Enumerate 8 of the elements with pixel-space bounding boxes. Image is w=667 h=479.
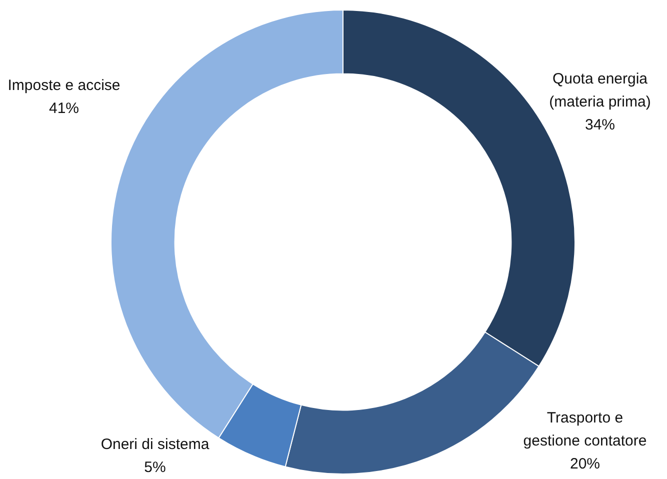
slice-label: Quota energia (materia prima) — [549, 70, 651, 110]
slice-label: Imposte e accise — [8, 76, 120, 94]
data-label: 5% — [144, 458, 166, 476]
data-label: 41% — [48, 100, 80, 117]
data-label: 34% — [584, 116, 616, 134]
data-label: 20% — [570, 455, 600, 472]
slice-label: Oneri di sistema — [100, 436, 210, 453]
slice-label: Trasporto e gestione contatore — [523, 409, 647, 450]
